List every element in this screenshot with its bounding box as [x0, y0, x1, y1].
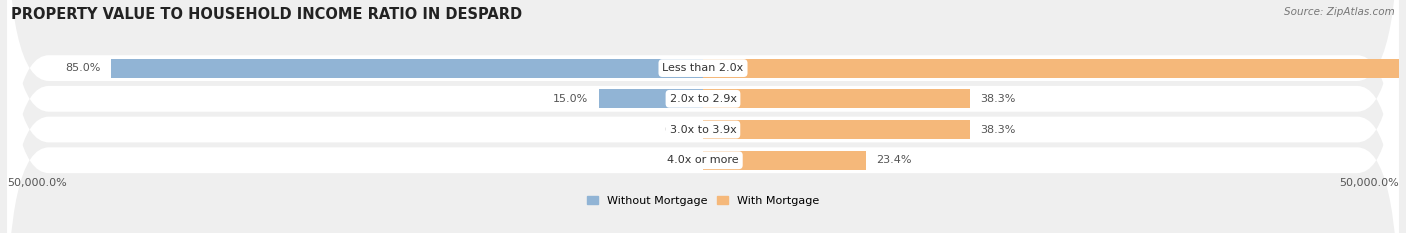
- Text: 0.0%: 0.0%: [664, 155, 693, 165]
- Bar: [111, 58, 703, 78]
- FancyBboxPatch shape: [7, 0, 1399, 233]
- Bar: [703, 58, 1399, 78]
- Bar: [703, 151, 866, 170]
- Text: 23.4%: 23.4%: [876, 155, 912, 165]
- FancyBboxPatch shape: [7, 0, 1399, 233]
- FancyBboxPatch shape: [7, 0, 1399, 233]
- Text: 85.0%: 85.0%: [66, 63, 101, 73]
- Text: 3.0x to 3.9x: 3.0x to 3.9x: [669, 124, 737, 134]
- Bar: [703, 89, 970, 108]
- Text: Less than 2.0x: Less than 2.0x: [662, 63, 744, 73]
- Text: 4.0x or more: 4.0x or more: [668, 155, 738, 165]
- FancyBboxPatch shape: [7, 0, 1399, 233]
- Text: Source: ZipAtlas.com: Source: ZipAtlas.com: [1284, 7, 1395, 17]
- Text: 2.0x to 2.9x: 2.0x to 2.9x: [669, 94, 737, 104]
- Text: 0.0%: 0.0%: [664, 124, 693, 134]
- Legend: Without Mortgage, With Mortgage: Without Mortgage, With Mortgage: [588, 196, 818, 206]
- Text: 50,000.0%: 50,000.0%: [1340, 178, 1399, 188]
- Text: 38.3%: 38.3%: [980, 124, 1015, 134]
- Bar: [703, 120, 970, 139]
- Text: PROPERTY VALUE TO HOUSEHOLD INCOME RATIO IN DESPARD: PROPERTY VALUE TO HOUSEHOLD INCOME RATIO…: [11, 7, 523, 22]
- Bar: [599, 89, 703, 108]
- Text: 15.0%: 15.0%: [553, 94, 588, 104]
- Text: 38.3%: 38.3%: [980, 94, 1015, 104]
- Text: 50,000.0%: 50,000.0%: [7, 178, 66, 188]
